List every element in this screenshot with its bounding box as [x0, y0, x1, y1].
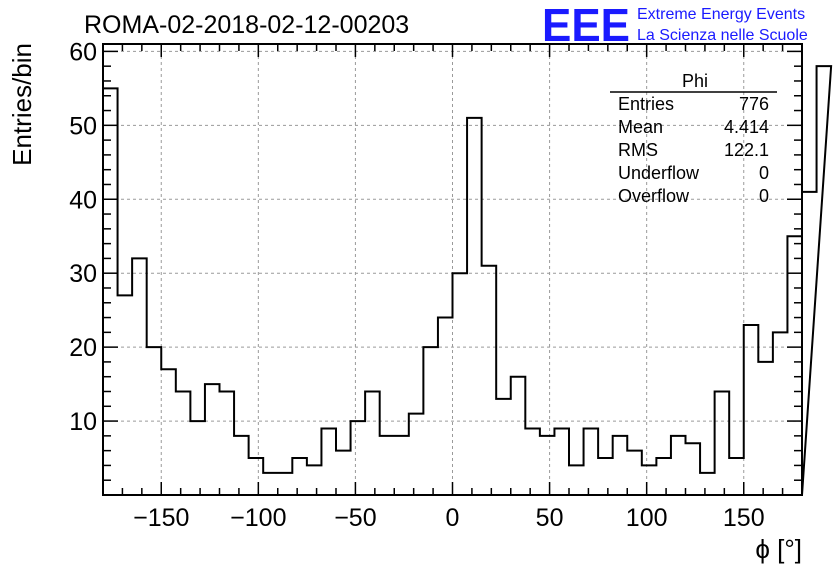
x-tick-label: −150: [133, 504, 189, 532]
stats-label: Entries: [618, 94, 674, 114]
x-tick-label: 150: [723, 504, 765, 532]
histogram-bin: [482, 266, 497, 495]
histogram-bin: [263, 473, 278, 495]
histogram-bin: [190, 421, 205, 495]
stats-box: Phi Entries 776 Mean 4.414 RMS 122.1 Underflow…: [610, 71, 777, 206]
histogram-bin: [729, 458, 744, 495]
y-tick-label: 30: [69, 260, 97, 288]
y-tick-label: 40: [69, 186, 97, 214]
histogram-bin: [278, 473, 293, 495]
x-tick-label: 100: [626, 504, 668, 532]
histogram-bin: [321, 428, 336, 495]
histogram-bin: [336, 451, 351, 495]
histogram-bin: [656, 458, 671, 495]
stats-label: Overflow: [618, 186, 690, 206]
x-tick-label: −100: [230, 504, 286, 532]
logo-line-2: La Scienza nelle Scuole: [637, 27, 808, 44]
logo-line-1: Extreme Energy Events: [637, 6, 805, 23]
histogram-bin: [613, 436, 628, 495]
stats-label: Underflow: [618, 163, 700, 183]
y-tick-label: 60: [69, 38, 97, 66]
histogram-bin: [205, 384, 220, 495]
histogram-bin: [176, 391, 191, 495]
histogram-bin: [511, 377, 526, 495]
histogram-bin: [598, 458, 613, 495]
x-tick-label: 0: [446, 504, 460, 532]
histogram-bin: [554, 428, 569, 495]
histogram-bin: [103, 88, 118, 495]
histogram-bin: [817, 66, 832, 495]
histogram-bin: [220, 391, 235, 495]
histogram-bin: [351, 421, 366, 495]
histogram-bin: [380, 436, 395, 495]
histogram-bin: [569, 465, 584, 495]
stats-value: 0: [759, 186, 769, 206]
histogram-bin: [744, 325, 759, 495]
histogram-bin: [423, 347, 438, 495]
histogram-bin: [715, 391, 730, 495]
histogram-bin: [627, 451, 642, 495]
stats-label: RMS: [618, 140, 658, 160]
x-tick-label: 50: [536, 504, 564, 532]
histogram-bin: [700, 473, 715, 495]
histogram-bin: [132, 258, 147, 495]
x-axis-title: ϕ [°]: [755, 534, 802, 564]
stats-value: 0: [759, 163, 769, 183]
histogram-bin: [758, 362, 773, 495]
stats-value: 122.1: [724, 140, 769, 160]
histogram-bin: [540, 436, 555, 495]
histogram-bin: [584, 428, 599, 495]
histogram-bin: [161, 369, 176, 495]
y-tick-label: 20: [69, 334, 97, 362]
histogram-bin: [642, 465, 657, 495]
histogram-outline: [102, 65, 833, 496]
histogram-bin: [234, 436, 249, 495]
histogram-bin: [307, 465, 322, 495]
y-tick-label: 10: [69, 408, 97, 436]
x-tick-label: −50: [334, 504, 376, 532]
eee-logo-icon: EEE: [542, 0, 630, 51]
histogram-bin: [365, 391, 380, 495]
stats-value: 776: [739, 94, 769, 114]
histogram-bin: [292, 458, 307, 495]
y-axis-title: Entries/bin: [7, 43, 37, 166]
stats-value: 4.414: [724, 117, 769, 137]
histogram-bin: [409, 414, 424, 495]
stats-rows: Entries 776 Mean 4.414 RMS 122.1 Underflow 0 Ove…: [618, 94, 769, 206]
histogram-bin: [787, 236, 802, 495]
stats-title: Phi: [682, 71, 708, 91]
stats-label: Mean: [618, 117, 663, 137]
histogram-bin: [467, 118, 482, 495]
x-tick-labels: −150 −100 −50 0 50 100 150: [133, 504, 765, 532]
axis-ticks: [102, 44, 803, 495]
histogram-bin: [394, 436, 409, 495]
histogram-bin: [686, 443, 701, 495]
histogram-bin: [147, 347, 162, 495]
histogram-bin: [118, 295, 133, 495]
histogram-bin: [496, 399, 511, 495]
histogram-bin: [773, 332, 788, 495]
y-tick-label: 50: [69, 112, 97, 140]
histogram-bin: [453, 273, 468, 495]
histogram-bin: [525, 428, 540, 495]
histogram-bin: [438, 318, 453, 495]
y-tick-labels: 10 20 30 40 50 60: [69, 38, 97, 436]
histogram-bin: [249, 458, 264, 495]
chart-title: ROMA-02-2018-02-12-00203: [84, 11, 409, 39]
histogram-bin: [671, 436, 686, 495]
